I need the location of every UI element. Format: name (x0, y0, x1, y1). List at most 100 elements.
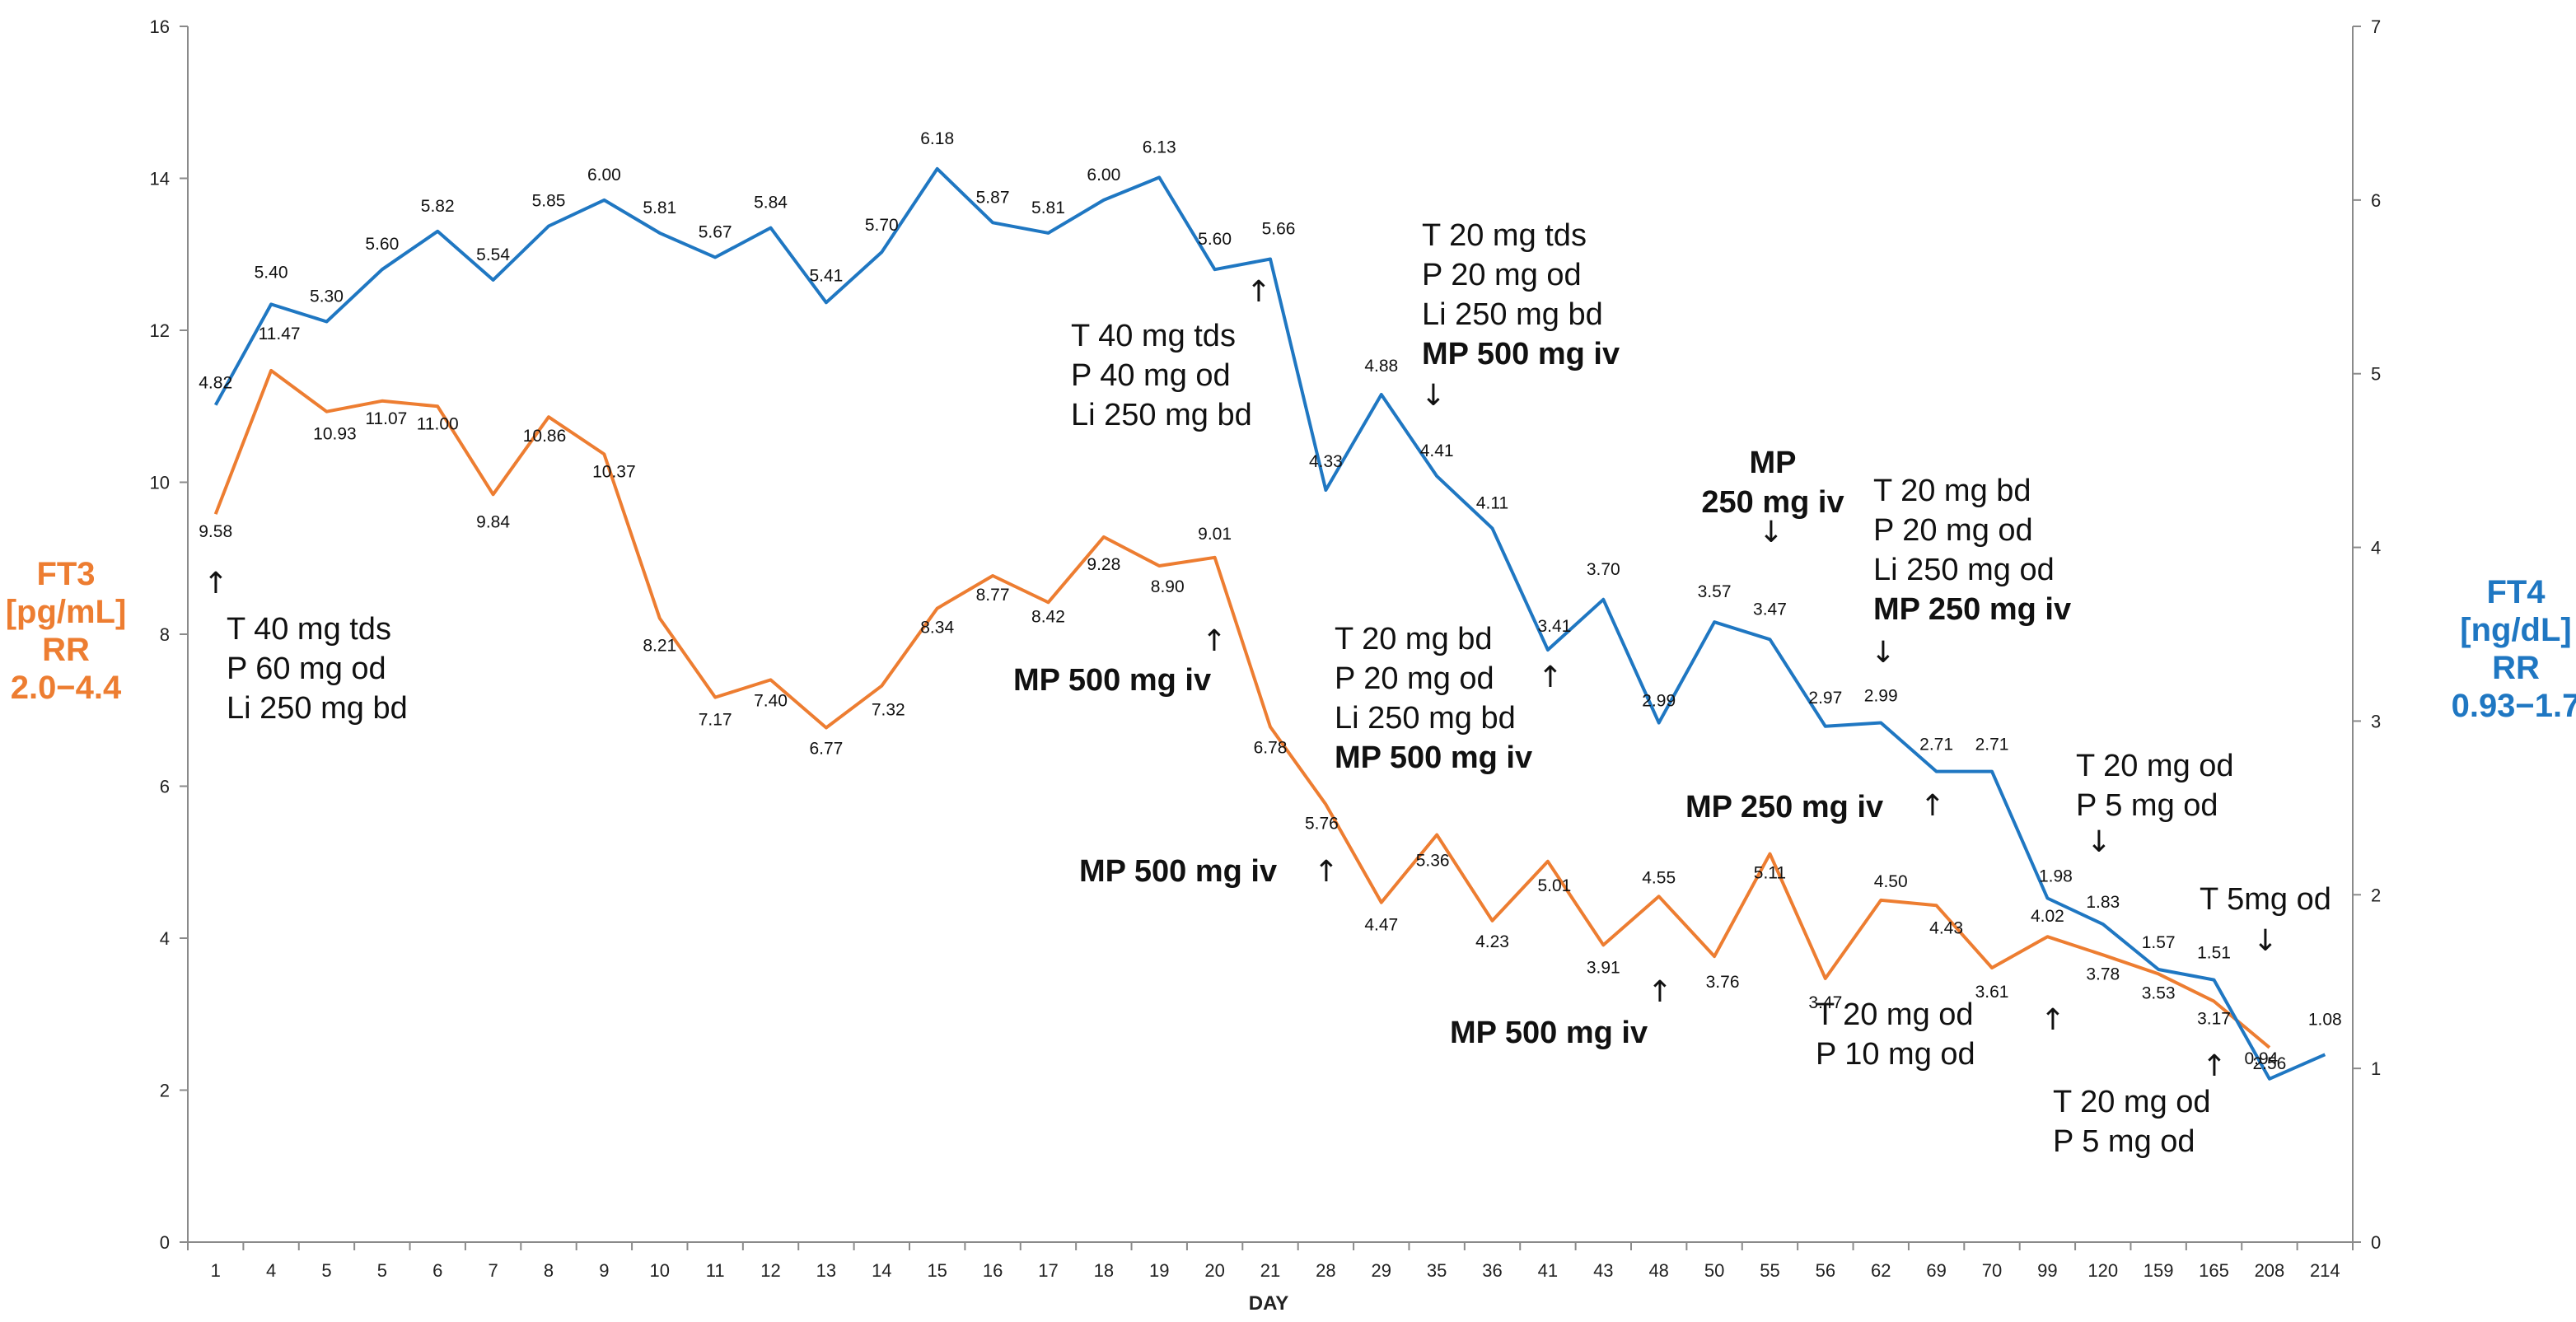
dose-annotation: T 20 mg od P 5 mg od (2076, 749, 2234, 823)
x-tick-label: 13 (816, 1260, 836, 1281)
left-axis-title: FT3 [pg/mL] RR 2.0−4.4 (6, 556, 127, 706)
ft3-data-label: 8.21 (643, 637, 676, 656)
ft3-data-label: 7.32 (872, 701, 905, 720)
ft4-data-label: 1.83 (2086, 893, 2120, 912)
left-tick-label: 2 (160, 1081, 170, 1101)
x-tick-label: 208 (2255, 1260, 2285, 1281)
right-tick-label: 3 (2371, 711, 2381, 731)
annotation-arrow: ↑ (2202, 1049, 2227, 1083)
annotation-arrow: ↓ (1759, 516, 1784, 549)
x-tick-label: 36 (1482, 1260, 1502, 1281)
ft3-series-line (213, 368, 2271, 1049)
ft4-data-label: 3.47 (1753, 600, 1787, 619)
x-tick-label: 18 (1094, 1260, 1114, 1281)
right-tick-label: 2 (2371, 885, 2381, 905)
x-tick-label: 43 (1593, 1260, 1613, 1281)
x-tick-label: 9 (599, 1260, 609, 1281)
x-tick-label: 5 (321, 1260, 331, 1281)
x-tick-label: 69 (1926, 1260, 1946, 1281)
ft4-data-label: 2.71 (1919, 736, 1953, 754)
x-tick-label: 214 (2310, 1260, 2340, 1281)
annotation-arrow: ↓ (2087, 825, 2111, 859)
left-tick-label: 6 (160, 777, 170, 797)
x-tick-label: 159 (2144, 1260, 2174, 1281)
dose-annotation: T 20 mg bd P 20 mg od Li 250 mg od MP 250 m… (1873, 474, 2071, 627)
ft3-data-label: 11.00 (417, 414, 459, 433)
annotation-arrow: ↑ (2041, 1003, 2065, 1037)
x-tick-label: 15 (927, 1260, 947, 1281)
annotation-arrow: ↑ (1314, 855, 1339, 889)
right-tick-label: 0 (2371, 1232, 2381, 1253)
ft4-data-label: 2.71 (1975, 736, 2009, 754)
ft4-data-label: 6.00 (587, 166, 621, 185)
x-tick-label: 48 (1648, 1260, 1668, 1281)
ft3-data-label: 4.50 (1874, 872, 1908, 891)
x-tick-label: 17 (1038, 1260, 1058, 1281)
right-tick-label: 5 (2371, 364, 2381, 385)
annotation-arrow: ↓ (2253, 924, 2278, 958)
ft3-data-label: 4.02 (2031, 907, 2064, 926)
ft3-data-label: 8.42 (1031, 607, 1065, 626)
ft4-data-label: 3.41 (1537, 617, 1571, 636)
ft3-data-label: 5.76 (1305, 815, 1339, 834)
ft4-data-label: 5.67 (699, 222, 732, 241)
ft4-data-label: 2.97 (1808, 689, 1842, 708)
dose-annotation: MP 250 mg iv (1701, 446, 1844, 520)
annotation-arrow: ↓ (1421, 379, 1446, 413)
ft4-data-label: 4.11 (1476, 493, 1508, 512)
dose-annotation: T 20 mg od P 5 mg od (2053, 1085, 2211, 1159)
x-tick-label: 1 (211, 1260, 221, 1281)
ft3-data-label: 3.78 (2086, 965, 2120, 983)
left-tick-label: 14 (150, 169, 170, 189)
right-axis-title: FT4 [ng/dL] RR 0.93−1.7 (2452, 574, 2576, 724)
x-tick-label: 62 (1871, 1260, 1891, 1281)
ft4-data-label: 6.18 (920, 129, 954, 148)
ft3-data-label: 4.55 (1642, 868, 1676, 887)
ft3-data-label: 10.37 (592, 462, 636, 481)
dose-annotation: MP 500 mg iv (1079, 854, 1277, 889)
x-tick-label: 12 (760, 1260, 780, 1281)
ft3-data-label: 8.77 (976, 586, 1010, 605)
x-tick-label: 120 (2087, 1260, 2118, 1281)
x-tick-label: 35 (1427, 1260, 1447, 1281)
ft4-data-label: 5.41 (809, 266, 843, 285)
left-tick-label: 16 (150, 16, 170, 37)
x-tick-label: 56 (1816, 1260, 1835, 1281)
ft3-data-label: 10.93 (313, 425, 357, 444)
ft3-data-label: 7.40 (754, 691, 788, 710)
ft4-data-label: 5.40 (255, 263, 288, 282)
ft3-data-label: 3.53 (2142, 983, 2176, 1002)
ft4-data-label: 5.30 (310, 287, 344, 306)
ft3-data-label: 9.58 (199, 522, 232, 541)
ft4-data-label: 2.99 (1642, 692, 1676, 711)
ft4-data-label: 5.66 (1262, 220, 1296, 239)
x-tick-label: 19 (1149, 1260, 1169, 1281)
ft3-data-label: 7.17 (699, 711, 732, 730)
x-tick-label: 14 (872, 1260, 891, 1281)
ft4-data-label: 5.87 (976, 188, 1010, 207)
x-tick-label: 20 (1204, 1260, 1224, 1281)
x-tick-label: 50 (1704, 1260, 1724, 1281)
ft4-data-label: 1.51 (2197, 944, 2231, 963)
ft4-data-label: 5.60 (1198, 230, 1232, 249)
ft3-data-label: 3.61 (1975, 983, 2009, 1002)
ft3-data-label: 10.86 (523, 427, 567, 446)
x-tick-label: 6 (432, 1260, 442, 1281)
ft4-data-label: 1.08 (2308, 1010, 2342, 1029)
x-axis-title: DAY (1249, 1292, 1288, 1315)
x-tick-label: 99 (2037, 1260, 2057, 1281)
ft4-data-label: 5.84 (754, 194, 788, 213)
ft4-data-label: 3.57 (1698, 582, 1732, 601)
ft3-data-label: 2.56 (2252, 1054, 2286, 1073)
ft4-data-label: 1.57 (2142, 933, 2176, 952)
ft3-data-label: 3.17 (2197, 1010, 2231, 1029)
annotation-arrow: ↓ (1871, 636, 1896, 670)
annotations: T 40 mg tds P 60 mg od Li 250 mg bd ↑ T 40 m… (203, 218, 2331, 1159)
ft3-data-label: 11.47 (259, 325, 301, 343)
ft3-data-label: 9.84 (476, 512, 510, 531)
left-tick-label: 12 (150, 320, 170, 341)
dose-annotation: T 5mg od (2200, 882, 2331, 917)
ft4-data-label: 4.33 (1309, 452, 1343, 471)
ft4-data-label: 5.60 (365, 235, 399, 254)
